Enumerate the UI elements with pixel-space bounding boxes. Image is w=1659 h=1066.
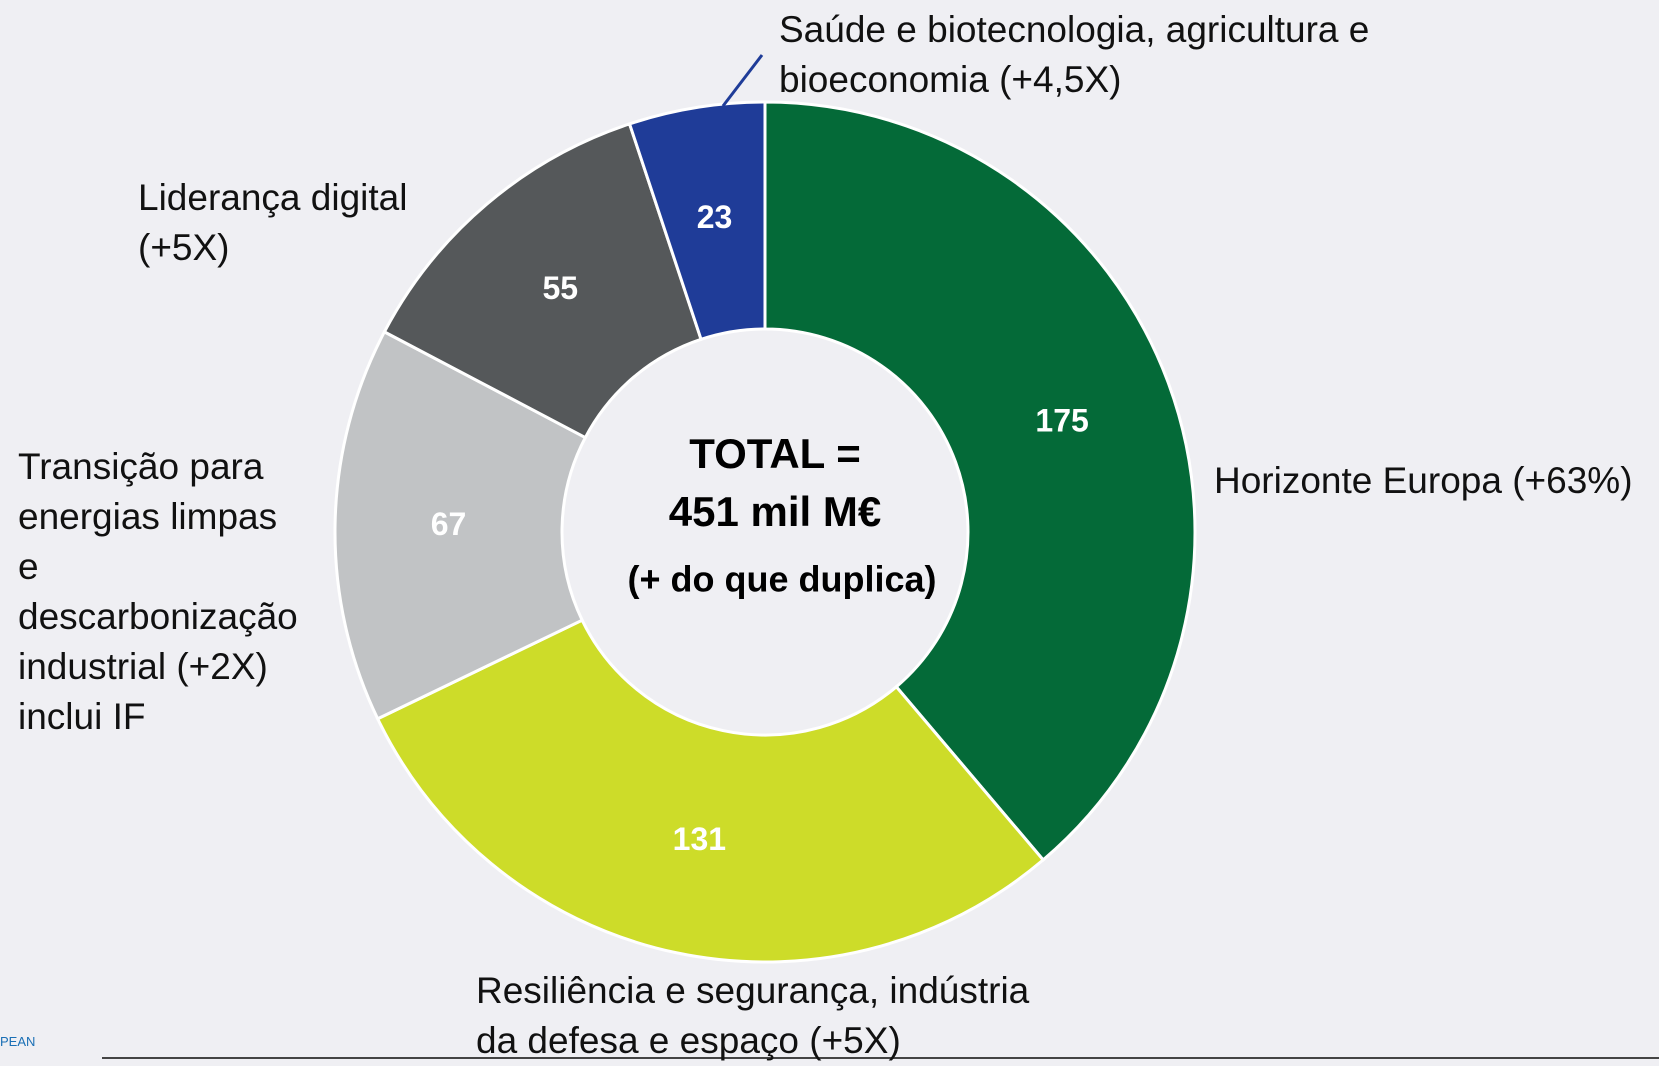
- center-text: (+ do que duplica): [627, 559, 936, 600]
- footer-logo: PEAN: [0, 1034, 35, 1049]
- value-label: 23: [697, 199, 733, 235]
- leader-line: [721, 54, 764, 107]
- donut-segment: [627, 100, 767, 342]
- donut-segment: [763, 100, 1197, 863]
- category-label: Transição para energias limpas e descarb…: [18, 446, 298, 737]
- center-text: 451 mil M€: [669, 488, 881, 535]
- value-label: 55: [542, 270, 578, 306]
- category-label: Liderança digital (+5X): [138, 177, 408, 268]
- value-label: 131: [673, 821, 726, 857]
- center-text: TOTAL =: [689, 430, 861, 477]
- donut-segment: [333, 329, 588, 721]
- value-label: 67: [431, 506, 467, 542]
- donut-segment: [375, 618, 1046, 964]
- donut-segment: [382, 121, 703, 440]
- category-label: Horizonte Europa (+63%): [1214, 460, 1633, 501]
- category-label: Resiliência e segurança, indústria da de…: [476, 970, 1030, 1061]
- category-label: Saúde e biotecnologia, agricultura e bio…: [779, 9, 1370, 100]
- value-label: 175: [1035, 402, 1088, 438]
